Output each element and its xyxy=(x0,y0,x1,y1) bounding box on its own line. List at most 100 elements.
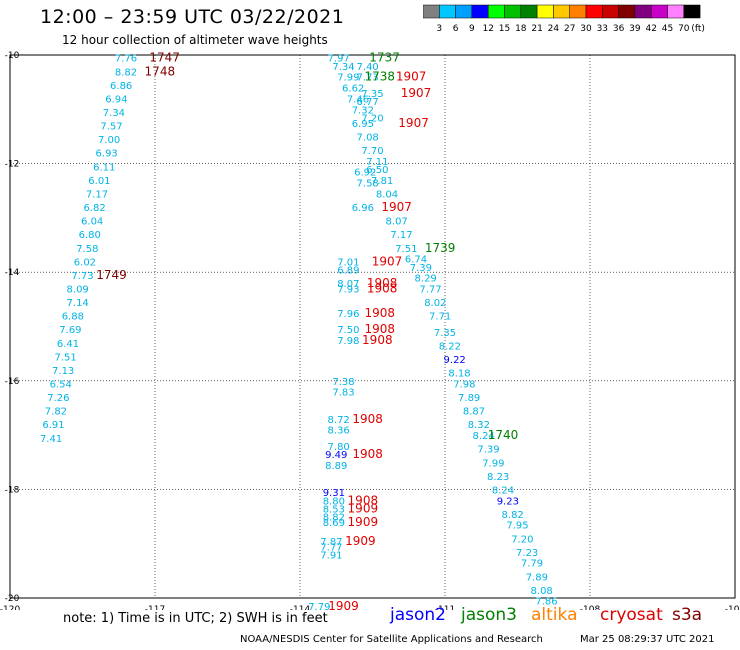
note-text: note: 1) Time is in UTC; 2) SWH is in fe… xyxy=(63,611,328,626)
wave-height-value: 8.82 xyxy=(502,510,524,521)
footer-timestamp: Mar 25 08:29:37 UTC 2021 xyxy=(580,634,715,645)
wave-height-value: 7.86 xyxy=(535,597,557,608)
wave-height-value: 7.99 xyxy=(337,73,359,84)
wave-height-value: 9.22 xyxy=(444,355,466,366)
wave-height-value: 6.94 xyxy=(105,94,127,105)
wave-height-value: 7.79 xyxy=(521,559,543,570)
wave-height-value: 7.01 xyxy=(337,257,359,268)
wave-height-value: 7.81 xyxy=(371,176,393,187)
wave-height-value: 6.95 xyxy=(352,119,374,130)
wave-height-value: 8.36 xyxy=(328,426,350,437)
wave-height-value: 7.89 xyxy=(526,572,548,583)
wave-height-value: 7.20 xyxy=(511,534,533,545)
color-swatch xyxy=(683,4,701,19)
map-subtitle: 12 hour collection of altimeter wave hei… xyxy=(62,33,328,47)
wave-height-value: 9.23 xyxy=(497,496,519,507)
wave-height-value: 7.00 xyxy=(98,135,120,146)
pass-time-label: 1909 xyxy=(328,599,359,610)
wave-height-value: 6.91 xyxy=(42,420,64,431)
wave-height-value: 7.35 xyxy=(361,89,383,100)
latitude-tick-label: -14 xyxy=(5,268,20,278)
colorbar-tick-label: 3 xyxy=(436,24,442,34)
wave-height-value: 7.80 xyxy=(328,442,350,453)
wave-height-value: 7.77 xyxy=(320,542,342,553)
wave-height-value: 6.88 xyxy=(62,312,84,323)
wave-height-value: 7.17 xyxy=(86,189,108,200)
latitude-tick-label: -12 xyxy=(5,160,20,170)
legend-jason2: jason2 xyxy=(390,605,446,625)
wave-height-value: 8.69 xyxy=(323,518,345,529)
wave-height-value: 8.82 xyxy=(115,67,137,78)
colorbar-tick-label: 39 xyxy=(629,24,641,34)
colorbar-tick-label: 30 xyxy=(580,24,592,34)
wave-height-value: 7.38 xyxy=(332,377,354,388)
pass-time-label: 1907 xyxy=(372,254,403,268)
map-title: 12:00 – 23:59 UTC 03/22/2021 xyxy=(40,6,345,28)
longitude-tick-label: -111 xyxy=(435,605,455,610)
pass-time-label: 1909 xyxy=(348,515,379,529)
latitude-tick-label: -10 xyxy=(5,51,20,61)
wave-height-value: 9.49 xyxy=(325,450,347,461)
wave-height-value: 8.24 xyxy=(492,485,514,496)
wave-height-value: 7.70 xyxy=(361,146,383,157)
wave-height-value: 7.93 xyxy=(337,284,359,295)
wave-height-value: 8.80 xyxy=(323,496,345,507)
wave-height-value: 8.53 xyxy=(323,504,345,515)
colorbar-unit: (ft) xyxy=(691,24,705,34)
colorbar-tick-label: 21 xyxy=(531,24,542,34)
wave-height-value: 7.95 xyxy=(506,521,528,532)
colorbar-tick-label: 24 xyxy=(548,24,560,34)
pass-time-label: 1749 xyxy=(96,268,127,282)
colorbar-tick-label: 70 xyxy=(678,24,690,34)
longitude-tick-label: -108 xyxy=(580,605,601,610)
wave-height-value: 7.79 xyxy=(308,602,330,610)
wave-height-value: 8.82 xyxy=(323,513,345,524)
wave-height-value: 6.82 xyxy=(83,203,105,214)
colorbar-tick-label: 18 xyxy=(515,24,527,34)
wave-height-value: 7.39 xyxy=(410,263,432,274)
colorbar-tick-label: 42 xyxy=(645,24,656,34)
wave-height-value: 7.77 xyxy=(419,284,441,295)
pass-time-label: 1739 xyxy=(425,241,456,255)
colorbar-tick-label: 9 xyxy=(469,24,475,34)
wave-height-value: 8.23 xyxy=(487,472,509,483)
wave-height-value: 7.35 xyxy=(434,328,456,339)
wave-height-value: 6.92 xyxy=(354,168,376,179)
wave-height-value: 8.07 xyxy=(386,217,408,228)
colorbar-tick-label: 6 xyxy=(453,24,459,34)
wave-height-value: 7.11 xyxy=(366,157,388,168)
pass-time-label: 1908 xyxy=(367,281,398,295)
wave-height-value: 7.23 xyxy=(516,548,538,559)
pass-time-label: 1909 xyxy=(328,607,359,610)
wave-height-value: 6.50 xyxy=(366,165,388,176)
wave-height-value: 7.89 xyxy=(458,393,480,404)
pass-time-label: 1737 xyxy=(369,51,400,65)
legend-cryosat: cryosat xyxy=(600,605,663,625)
wave-height-value: 8.09 xyxy=(67,284,89,295)
wave-height-value: 8.87 xyxy=(463,407,485,418)
wave-height-value: 7.58 xyxy=(357,179,379,190)
wave-height-value: 6.93 xyxy=(96,149,118,160)
longitude-tick-label: -105 xyxy=(725,605,740,610)
pass-time-label: 1908 xyxy=(367,276,398,290)
pass-time-label: 1908 xyxy=(364,306,395,320)
pass-time-label: 1740 xyxy=(488,428,519,442)
pass-time-label: 1908 xyxy=(362,333,393,347)
legend-jason3: jason3 xyxy=(461,605,517,625)
altimeter-map: -120 -117 -114 -111 -108 -105 -10 -12 -14 -16 -18 -… xyxy=(0,51,740,610)
legend-altika: altika xyxy=(531,605,578,625)
wave-height-value: 6.01 xyxy=(88,176,110,187)
wave-height-value: 8.02 xyxy=(424,298,446,309)
wave-height-value: 8.04 xyxy=(376,189,398,200)
wave-height-value: 7.98 xyxy=(453,380,475,391)
wave-height-value: 8.07 xyxy=(337,279,359,290)
wave-height-value: 6.80 xyxy=(79,230,101,241)
wave-height-value: 7.34 xyxy=(332,62,354,73)
pass-time-label: 1908 xyxy=(364,322,395,336)
wave-height-value: 7.14 xyxy=(67,298,89,309)
wave-height-value: 8.29 xyxy=(415,274,437,285)
pass-time-label: 1907 xyxy=(381,200,412,214)
wave-height-value: 7.17 xyxy=(390,230,412,241)
wave-height-value: 7.51 xyxy=(395,244,417,255)
wave-height-value: 6.74 xyxy=(405,255,427,266)
